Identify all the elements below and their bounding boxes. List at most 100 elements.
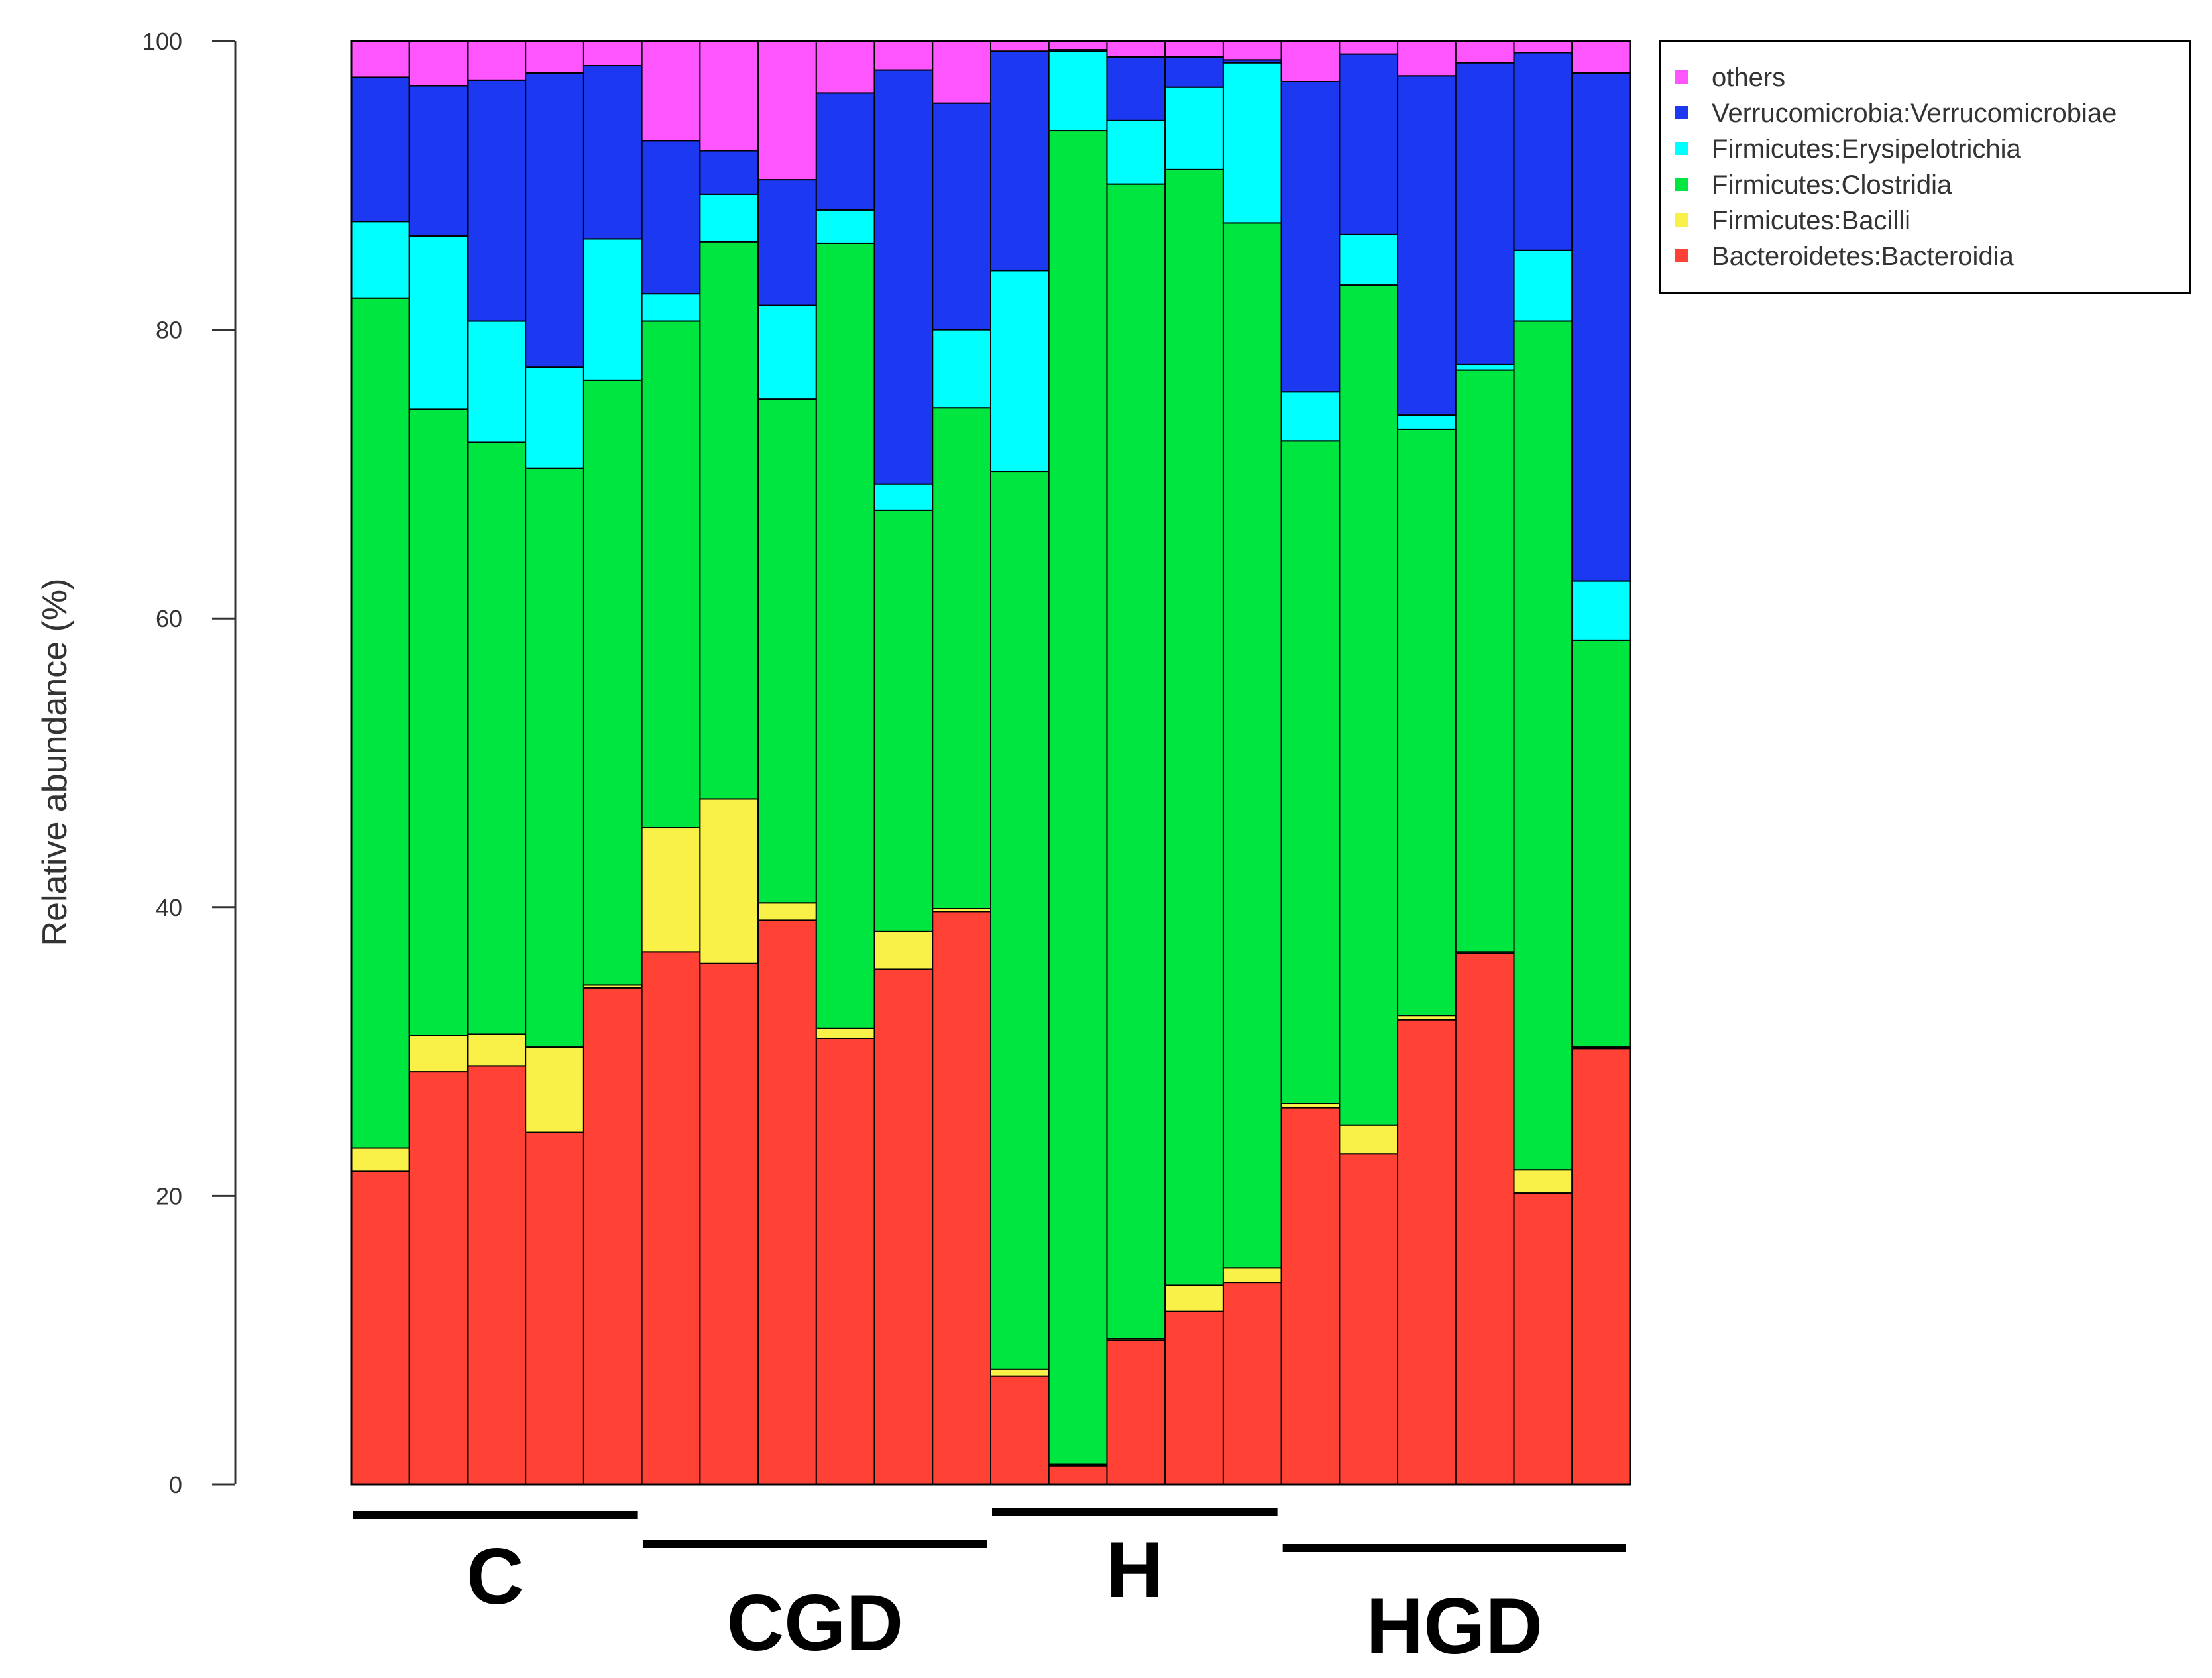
bar-segment (525, 1131, 584, 1485)
bar-segment (1455, 62, 1515, 365)
bar-segment (1571, 580, 1631, 641)
bar-segment (757, 40, 817, 181)
bar-segment (699, 40, 759, 152)
bar-stack-C2 (408, 40, 469, 1486)
bar-segment (408, 408, 469, 1036)
bar-segment (1164, 56, 1224, 88)
bar-stack-H2 (1048, 40, 1108, 1486)
bar-stack-C4 (525, 40, 584, 1485)
bar-segment (351, 1170, 410, 1486)
bar-segment (1164, 86, 1224, 170)
bar-segment (1048, 40, 1108, 51)
bar-segment (1513, 249, 1573, 322)
bar-segment (1222, 40, 1282, 61)
bar-segment (1339, 233, 1399, 286)
bar-segment (757, 179, 817, 306)
bar-stack-CGD6 (932, 40, 991, 1485)
bar-segment (1397, 414, 1457, 430)
bar-segment (1571, 1048, 1631, 1485)
group-label-h: H (1106, 1526, 1164, 1614)
bar-segment (1280, 440, 1341, 1105)
legend-label: others (1712, 63, 1785, 92)
bar-segment (525, 366, 584, 469)
legend-label: Firmicutes:Bacilli (1712, 206, 1910, 235)
bar-segment (408, 40, 469, 87)
bar-segment (1571, 72, 1631, 582)
bar-segment (1513, 320, 1573, 1171)
y-tick-label: 0 (169, 1471, 182, 1498)
bar-stack-CGD2 (699, 40, 759, 1485)
bar-segment (990, 471, 1050, 1370)
bar-segment (1164, 168, 1224, 1286)
bar-segment (1222, 222, 1282, 1269)
bar-segment (351, 40, 410, 78)
bar-segment (873, 968, 934, 1485)
bar-segment (525, 467, 584, 1048)
bar-segment (1571, 40, 1631, 74)
bar-segment (699, 150, 759, 195)
bar-segment (641, 827, 701, 953)
bar-segment (1455, 363, 1515, 371)
bar-stack-C5 (582, 40, 643, 1485)
bar-segment (1397, 40, 1457, 77)
bar-segment (1339, 1124, 1399, 1155)
bar-stack-HGD1 (1280, 40, 1341, 1485)
bar-segment (1397, 1019, 1457, 1485)
bar-segment (699, 193, 759, 243)
bar-segment (757, 919, 817, 1485)
bar-segment (1106, 40, 1166, 58)
bar-segment (641, 293, 701, 322)
bar-segment (1339, 284, 1399, 1126)
bar-segment (1164, 1284, 1224, 1312)
bar-segment (815, 40, 875, 94)
bar-segment (815, 1037, 875, 1486)
bar-segment (1106, 119, 1166, 185)
group-labels: C CGD H HGD (353, 1508, 1626, 1671)
bar-stack-HGD2 (1339, 40, 1399, 1486)
bar-segment (990, 1368, 1050, 1377)
bar-stack-HGD3 (1397, 40, 1457, 1485)
bar-segment (815, 242, 875, 1029)
group-label-cgd: CGD (726, 1579, 903, 1667)
bar-segment (467, 320, 527, 443)
legend-label: Verrucomicrobia:Verrucomicrobiae (1712, 99, 2117, 128)
legend-swatch (1675, 213, 1688, 227)
bar-segment (408, 1071, 469, 1486)
bar-segment (932, 329, 991, 409)
bar-segment (641, 40, 701, 142)
bar-segment (467, 79, 527, 322)
bar-segment (699, 962, 759, 1485)
bar-segment (525, 1046, 584, 1133)
bar-segment (1222, 1282, 1282, 1485)
bar-segment (815, 209, 875, 244)
bar-segment (1339, 40, 1399, 55)
bar-segment (1106, 56, 1166, 121)
bar-segment (932, 40, 991, 104)
bar-segment (873, 930, 934, 970)
bar-segment (1280, 40, 1341, 82)
bar-stack-HGD6 (1571, 40, 1631, 1485)
bar-segment (1048, 50, 1108, 132)
legend-swatch (1675, 70, 1688, 84)
bar-segment (1222, 1267, 1282, 1284)
bar-segment (1513, 1169, 1573, 1194)
bar-stack-H1 (990, 40, 1050, 1485)
bar-segment (582, 987, 643, 1485)
bar-segment (873, 509, 934, 932)
bar-segment (1455, 369, 1515, 953)
bar-segment (641, 140, 701, 295)
bars (351, 40, 1631, 1486)
legend-swatch (1675, 249, 1688, 262)
bar-segment (467, 1033, 527, 1067)
legend-label: Bacteroidetes:Bacteroidia (1712, 242, 2015, 271)
bar-segment (1280, 1107, 1341, 1485)
bar-segment (932, 911, 991, 1485)
bar-stack-CGD1 (641, 40, 701, 1485)
bar-stack-HGD5 (1513, 40, 1573, 1485)
bar-segment (351, 297, 410, 1149)
legend-box (1659, 40, 2191, 294)
group-label-c: C (467, 1532, 524, 1621)
bar-segment (408, 235, 469, 410)
bar-segment (1513, 40, 1573, 54)
